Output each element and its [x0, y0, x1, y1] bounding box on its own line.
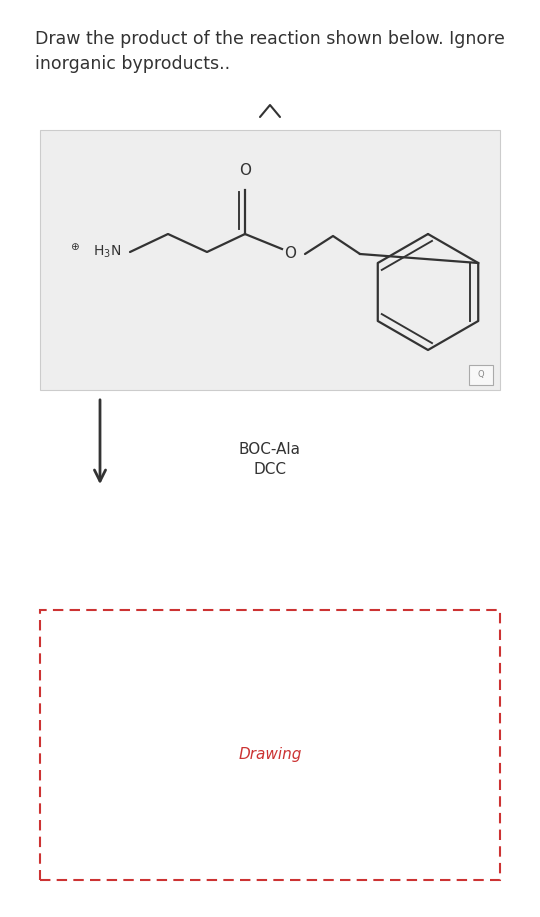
Text: O: O [284, 247, 296, 261]
Text: BOC-Ala: BOC-Ala [239, 441, 301, 457]
Text: inorganic byproducts..: inorganic byproducts.. [35, 55, 230, 73]
Text: Drawing: Drawing [238, 747, 302, 763]
Bar [40, 130, 500, 390]
Text: O: O [239, 163, 251, 178]
Text: Q: Q [478, 370, 484, 380]
Text: Draw the product of the reaction shown below. Ignore: Draw the product of the reaction shown b… [35, 30, 505, 48]
Text: DCC: DCC [253, 461, 287, 477]
FancyBboxPatch shape [469, 365, 493, 385]
Text: $\oplus$: $\oplus$ [70, 241, 80, 252]
Text: H$_3$N: H$_3$N [93, 244, 121, 260]
Bar [40, 610, 500, 880]
